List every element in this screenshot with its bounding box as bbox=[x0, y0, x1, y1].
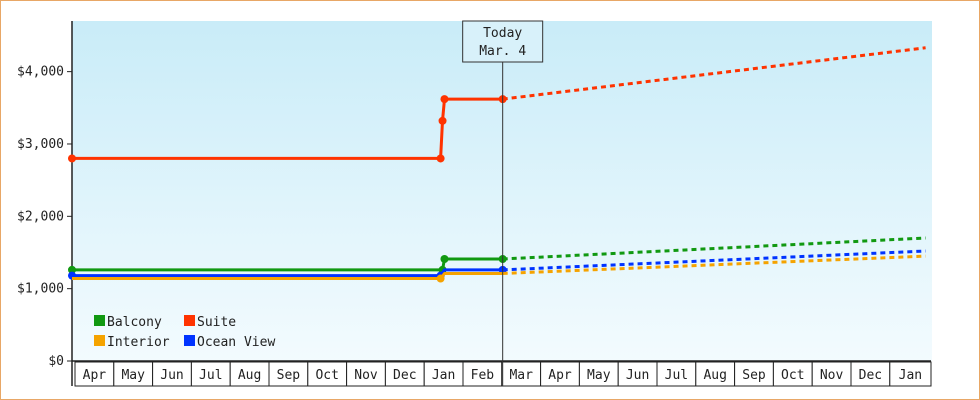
month-cell bbox=[462, 361, 503, 387]
month-label: Oct bbox=[781, 368, 804, 383]
month-label: Feb bbox=[471, 368, 495, 383]
month-label: Jun bbox=[160, 368, 183, 383]
legend-swatch bbox=[94, 315, 105, 326]
month-label: Aug bbox=[238, 368, 261, 383]
month-cell bbox=[501, 361, 542, 387]
month-cell bbox=[889, 361, 932, 387]
series-forecast-interior bbox=[502, 254, 926, 275]
today-date: Mar. 4 bbox=[479, 44, 526, 59]
month-label: Sep bbox=[742, 368, 766, 383]
month-label: Oct bbox=[315, 368, 338, 383]
data-point bbox=[436, 274, 445, 283]
y-tick-label: $0 bbox=[48, 354, 64, 369]
month-cell bbox=[423, 361, 464, 387]
month-label: Jan bbox=[432, 368, 455, 383]
y-axis: $0 $1,000 $2,000 $3,000 $4,000 bbox=[17, 21, 73, 386]
month-cell bbox=[695, 361, 736, 387]
month-cell bbox=[268, 361, 309, 387]
legend-label: Ocean View bbox=[197, 335, 275, 350]
legend-label: Balcony bbox=[107, 315, 162, 330]
legend: Balcony Suite Interior Ocean View bbox=[94, 315, 275, 350]
series-layer bbox=[68, 46, 926, 283]
month-cell bbox=[346, 361, 386, 387]
month-label: Sep bbox=[277, 368, 301, 383]
month-cell bbox=[190, 361, 231, 387]
today-label: Today bbox=[483, 26, 522, 41]
month-label: May bbox=[121, 368, 145, 383]
month-label: Aug bbox=[703, 368, 726, 383]
data-point bbox=[438, 116, 447, 125]
month-label: Dec bbox=[393, 368, 416, 383]
data-point bbox=[436, 154, 445, 163]
month-label: Jan bbox=[899, 368, 922, 383]
month-cell bbox=[74, 361, 115, 387]
month-cell bbox=[384, 361, 425, 387]
data-point bbox=[440, 95, 449, 104]
month-label: Jul bbox=[199, 368, 222, 383]
series-forecast-balcony bbox=[502, 236, 926, 261]
month-cell bbox=[734, 361, 774, 387]
month-cell bbox=[540, 361, 580, 387]
data-point bbox=[440, 255, 449, 263]
month-cell bbox=[307, 361, 348, 387]
data-point bbox=[68, 154, 76, 163]
legend-swatch bbox=[184, 315, 195, 326]
y-tick-label: $3,000 bbox=[17, 137, 64, 152]
series-forecast-suite bbox=[502, 46, 926, 101]
month-label: Dec bbox=[859, 368, 882, 383]
today-marker: Today Mar. 4 bbox=[462, 20, 544, 386]
y-tick-label: $2,000 bbox=[17, 209, 64, 224]
month-label: Apr bbox=[548, 368, 572, 383]
legend-label: Suite bbox=[197, 315, 236, 330]
month-label: Nov bbox=[354, 368, 378, 383]
series-line-balcony bbox=[72, 257, 503, 272]
y-tick-label: $1,000 bbox=[17, 282, 64, 297]
plot-background bbox=[72, 21, 932, 361]
month-cell bbox=[578, 361, 619, 387]
month-label: May bbox=[587, 368, 611, 383]
series-forecast-ocean-view bbox=[502, 249, 926, 272]
month-label: Mar bbox=[509, 368, 533, 383]
month-label: Jun bbox=[626, 368, 649, 383]
month-label: Nov bbox=[820, 368, 844, 383]
y-tick-label: $4,000 bbox=[17, 65, 64, 80]
month-cell bbox=[229, 361, 270, 387]
legend-swatch bbox=[184, 335, 195, 346]
legend-swatch bbox=[94, 335, 105, 346]
data-point bbox=[68, 265, 76, 274]
x-axis: Apr May Jun Jul Aug Sep Oct Nov Dec Jan Feb Mar Apr M… bbox=[72, 360, 932, 387]
month-label: Jul bbox=[665, 368, 688, 383]
month-label: Apr bbox=[83, 368, 107, 383]
legend-label: Interior bbox=[107, 335, 170, 350]
today-box bbox=[462, 20, 544, 63]
